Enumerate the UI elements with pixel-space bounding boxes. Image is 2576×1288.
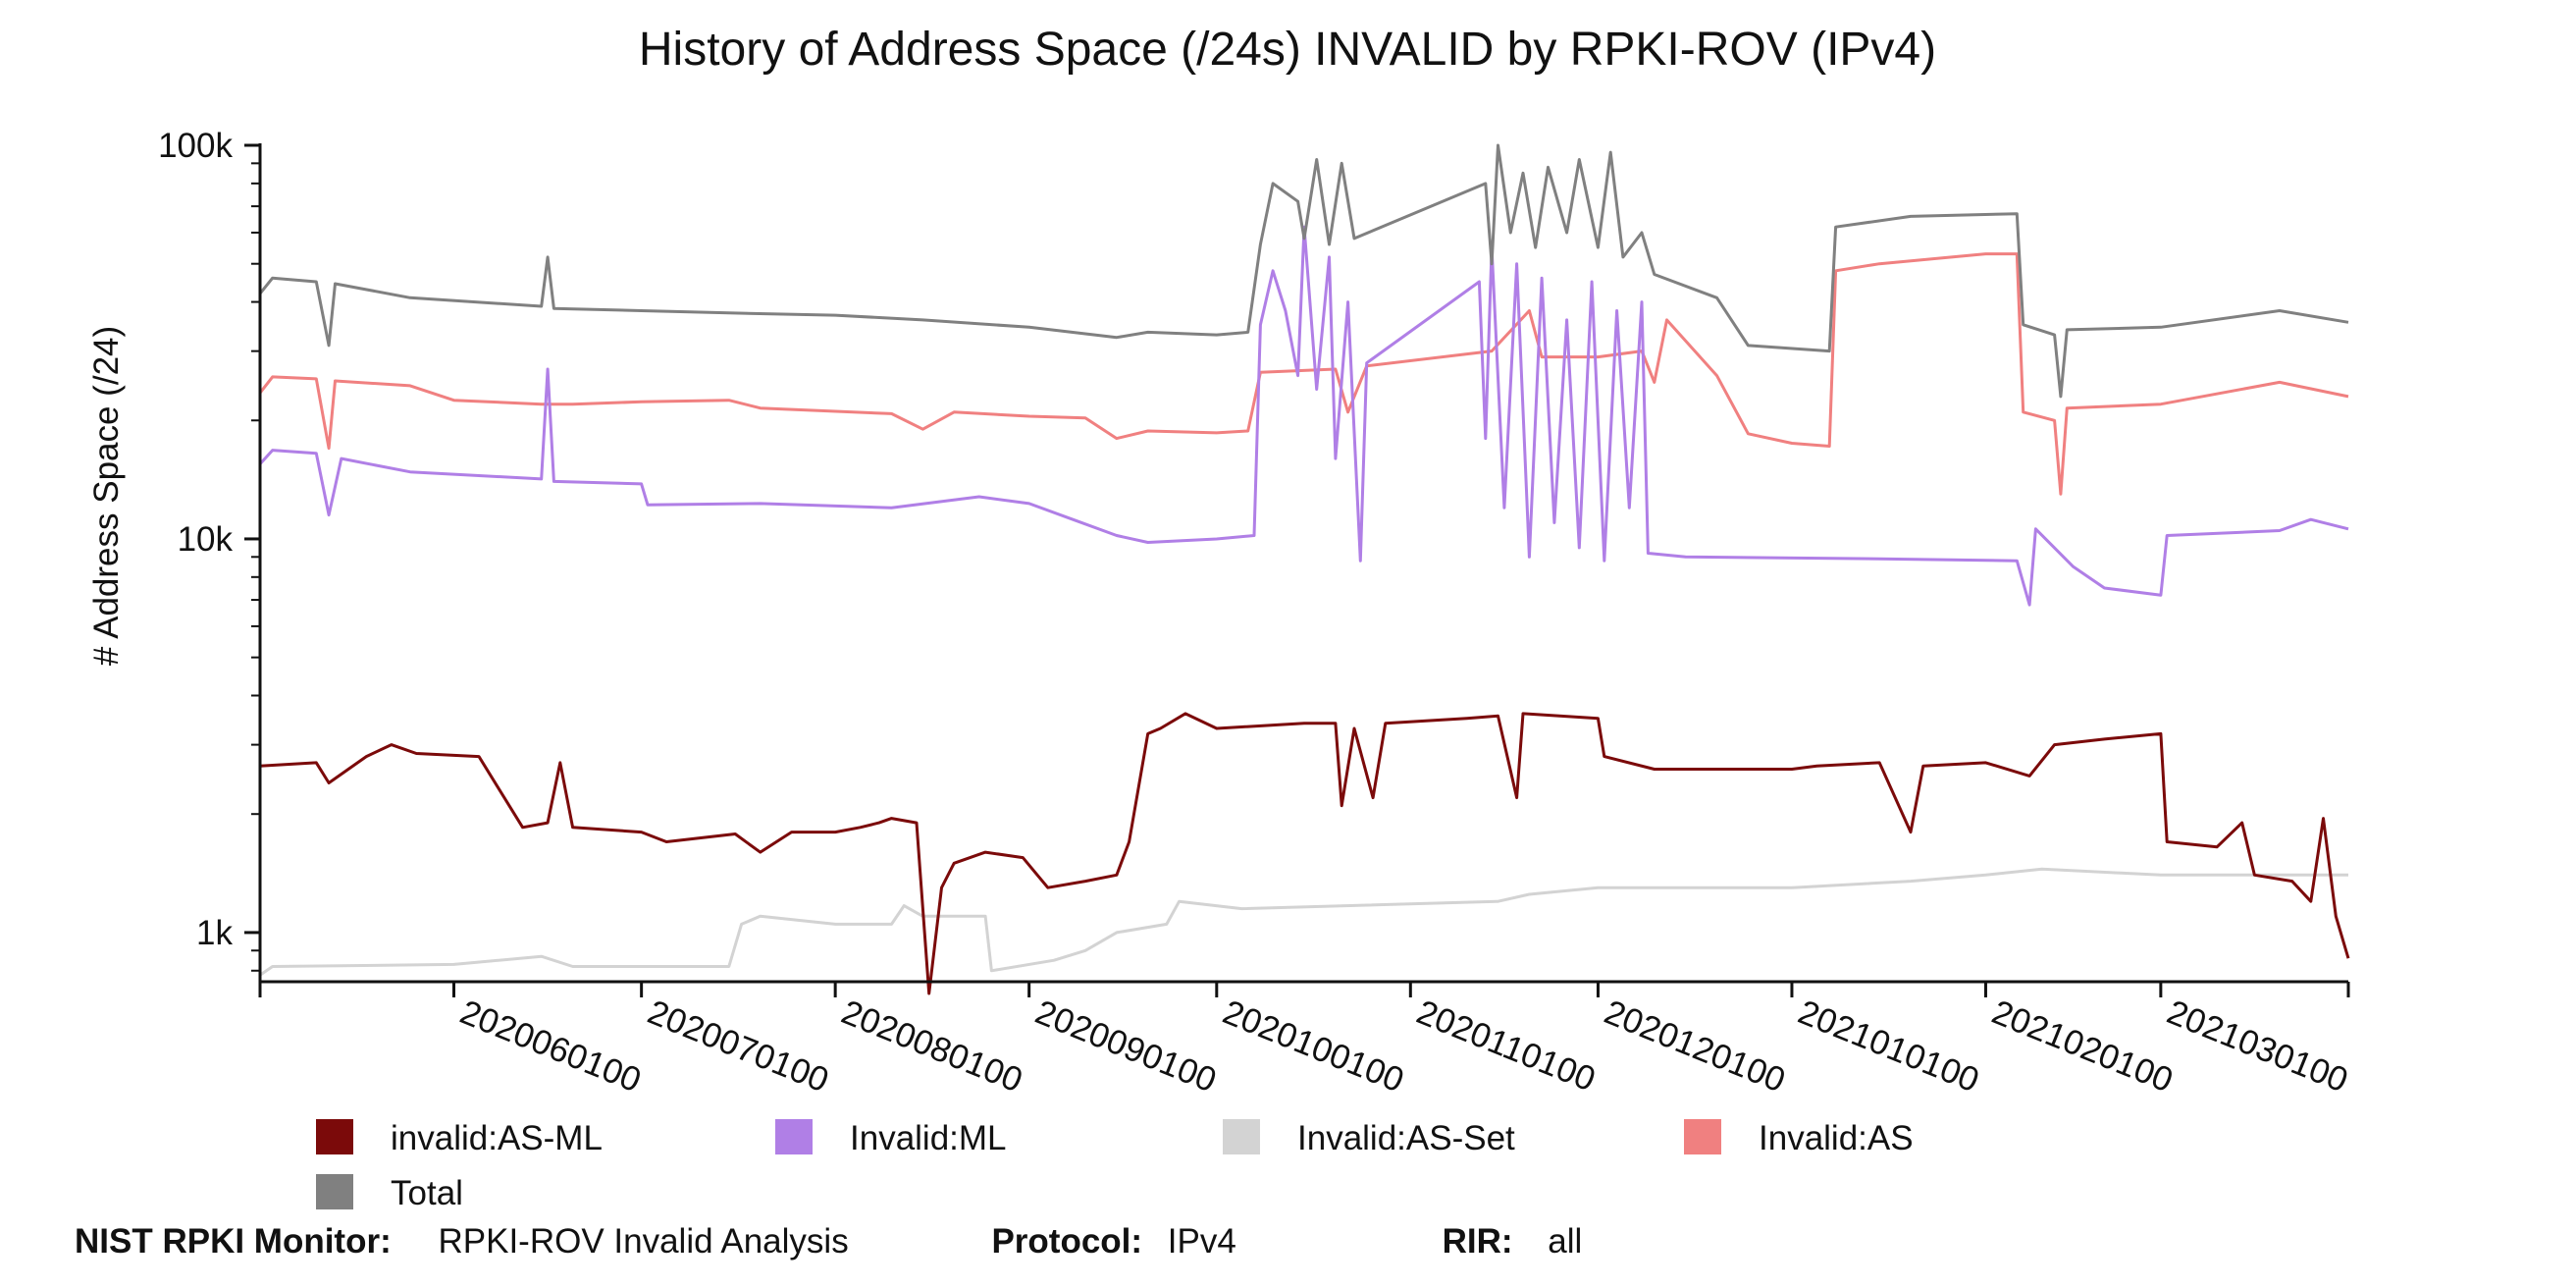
- chart-title: History of Address Space (/24s) INVALID …: [639, 24, 1936, 76]
- legend-label: invalid:AS-ML: [391, 1119, 603, 1157]
- x-tick-label: 2021020100: [1986, 993, 2178, 1100]
- protocol-label: Protocol:: [991, 1222, 1143, 1261]
- y-axis-label: # Address Space (/24): [87, 326, 126, 666]
- legend: invalid:AS-ML Invalid:ML Invalid:AS-Set Inv…: [316, 1119, 1914, 1212]
- series-line-invalid-ml: [258, 225, 2349, 607]
- y-tick-label: 100k: [158, 127, 233, 165]
- series-line-invalid-as: [258, 252, 2349, 496]
- x-tick-label: 2021030100: [2162, 993, 2353, 1100]
- legend-swatch: [316, 1119, 353, 1154]
- series-layer: [258, 143, 2350, 995]
- x-tick-label: 2020090100: [1030, 993, 1222, 1100]
- x-tick-label: 2021010100: [1793, 993, 1984, 1100]
- legend-swatch: [1223, 1119, 1260, 1154]
- y-tick-label: 1k: [196, 914, 233, 952]
- legend-swatch: [775, 1119, 813, 1154]
- x-tick-label: 2020110100: [1411, 993, 1601, 1099]
- x-tick-label: 2020060100: [455, 993, 647, 1100]
- rir-label: RIR:: [1442, 1222, 1513, 1261]
- rir-value: all: [1548, 1222, 1583, 1261]
- legend-label: Invalid:AS: [1759, 1119, 1914, 1157]
- legend-swatch: [1684, 1119, 1721, 1154]
- series-line-total: [258, 143, 2349, 399]
- footer: NIST RPKI Monitor: RPKI-ROV Invalid Anal…: [75, 1222, 1582, 1261]
- x-tick-label: 2020100100: [1218, 993, 1409, 1100]
- series-line-invalid-as-set: [259, 867, 2348, 977]
- legend-label: Invalid:ML: [850, 1119, 1007, 1157]
- legend-swatch: [316, 1174, 353, 1209]
- protocol-value: IPv4: [1167, 1222, 1236, 1261]
- monitor-value: RPKI-ROV Invalid Analysis: [438, 1222, 849, 1261]
- series-line-invalid-as-ml: [259, 712, 2350, 995]
- x-tick-label: 2020120100: [1599, 993, 1790, 1100]
- legend-label: Invalid:AS-Set: [1297, 1119, 1515, 1157]
- legend-label: Total: [391, 1174, 463, 1212]
- x-tick-label: 2020080100: [836, 993, 1027, 1100]
- monitor-label: NIST RPKI Monitor:: [75, 1222, 392, 1261]
- x-tick-label: 2020070100: [643, 993, 834, 1100]
- y-tick-label: 10k: [178, 520, 234, 559]
